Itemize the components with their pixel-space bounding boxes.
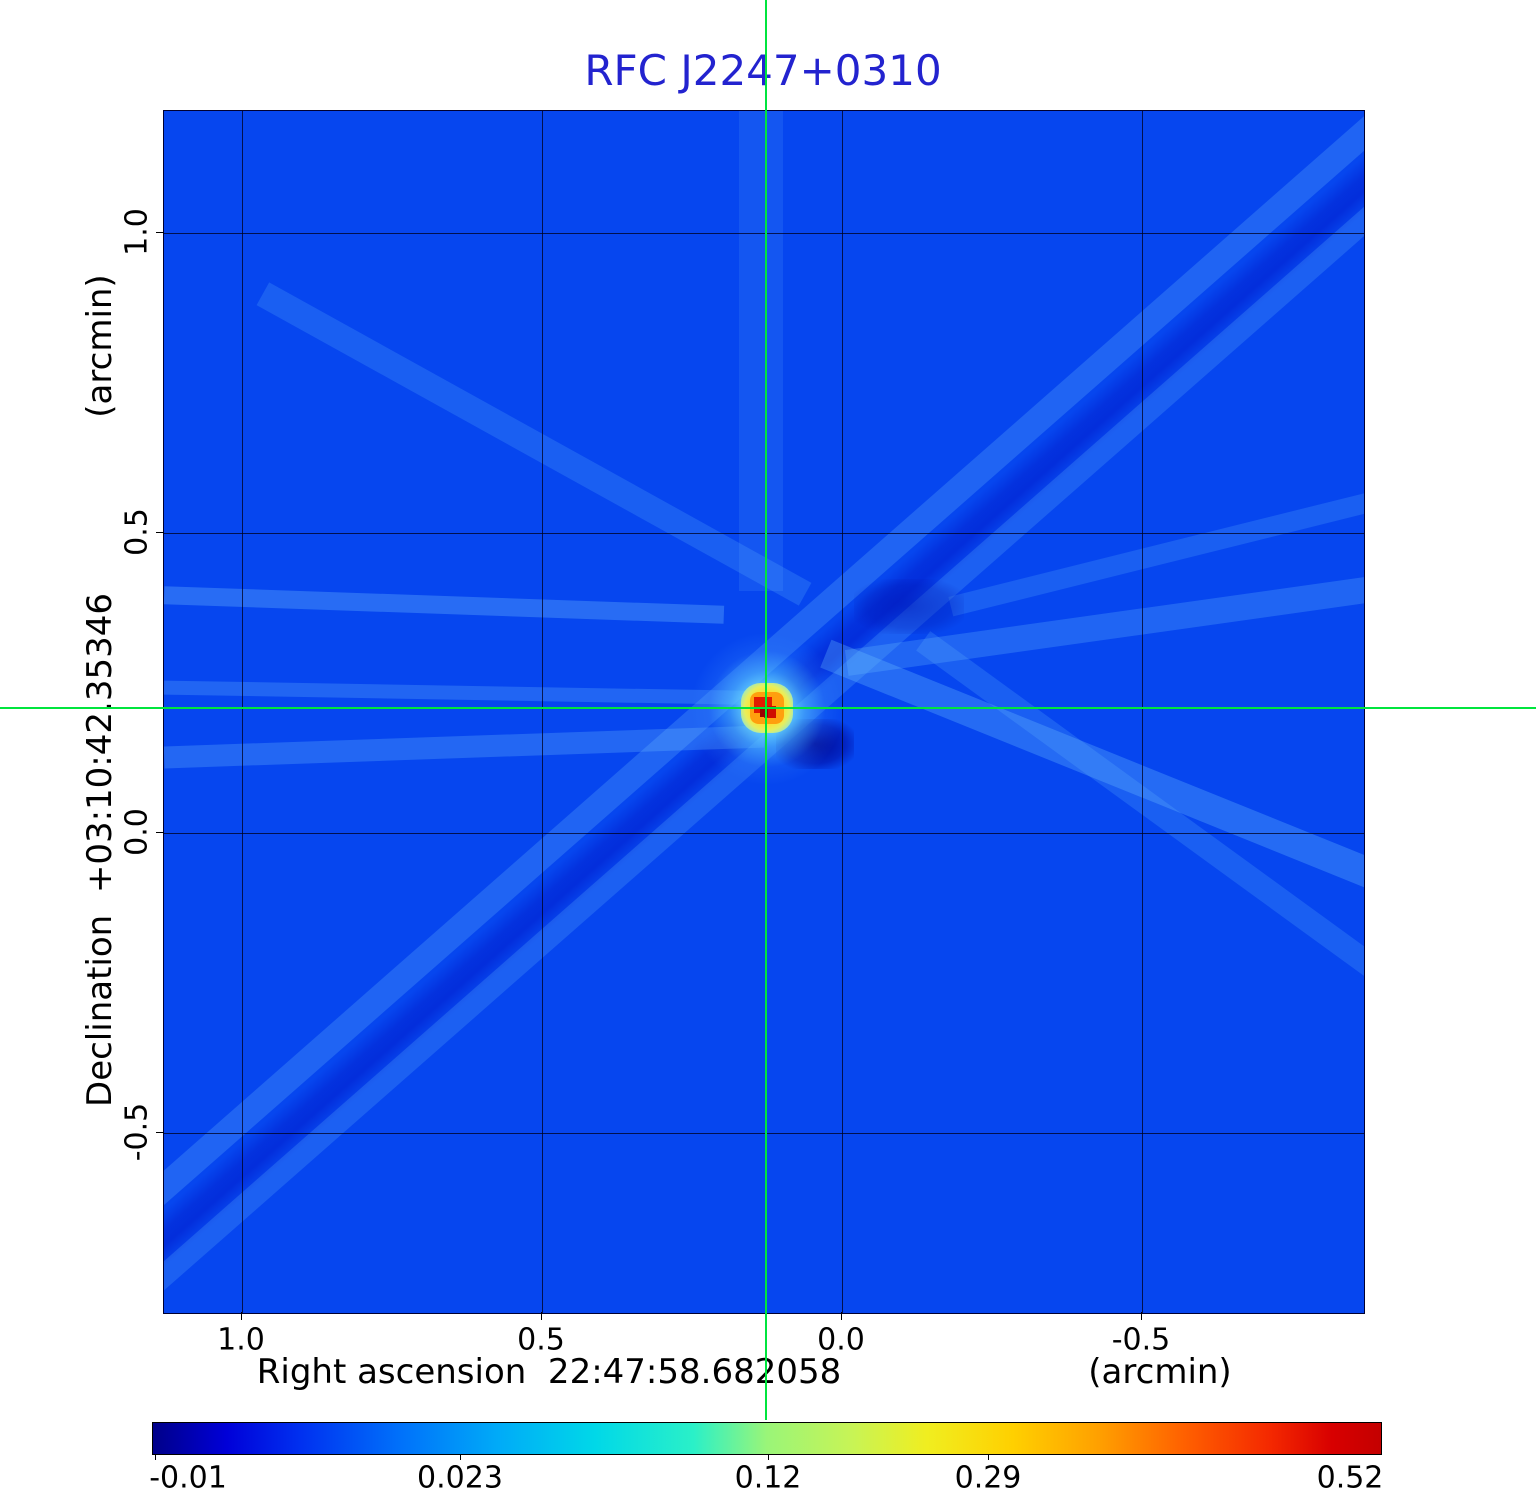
x-axis-tick xyxy=(1141,1312,1142,1320)
source-peak xyxy=(754,697,772,713)
x-axis-unit-label: (arcmin) xyxy=(1088,1352,1232,1392)
sidelobe-streak xyxy=(164,111,1364,1295)
y-axis-label: Declination +03:10:42.35346 xyxy=(80,593,120,1107)
y-tick-label: 0.5 xyxy=(119,508,155,556)
x-axis-tick xyxy=(841,1312,842,1320)
sidelobe-streak xyxy=(739,111,783,591)
colorbar-label: 0.29 xyxy=(954,1460,1022,1496)
x-tick-label: 1.0 xyxy=(217,1322,265,1358)
colorbar-tick xyxy=(155,1454,156,1460)
colorbar-label: 0.12 xyxy=(734,1460,802,1496)
x-axis-tick xyxy=(541,1312,542,1320)
sidelobe-streak xyxy=(164,586,725,624)
colorbar-tick xyxy=(988,1454,989,1460)
x-tick-label: -0.5 xyxy=(1111,1322,1171,1358)
colorbar-tick xyxy=(768,1454,769,1460)
y-tick-label: 0.0 xyxy=(119,808,155,856)
x-axis-label: Right ascension 22:47:58.682058 xyxy=(256,1352,842,1392)
colorbar-label: 0.023 xyxy=(417,1460,503,1496)
crosshair-horizontal-line xyxy=(0,707,1536,709)
y-tick-label: -0.5 xyxy=(119,1102,155,1162)
colorbar-tick xyxy=(460,1454,461,1460)
sidelobe-streak xyxy=(164,725,765,769)
y-axis-tick xyxy=(156,832,164,833)
figure-title: RFC J2247+0310 xyxy=(584,46,942,95)
crosshair-vertical-line xyxy=(765,0,767,1420)
source-halo xyxy=(692,634,842,784)
sidelobe-streak xyxy=(948,485,1364,617)
sidelobe-streak xyxy=(916,631,1364,1015)
colorbar-label: -0.01 xyxy=(149,1460,227,1496)
grid-line-horizontal xyxy=(164,533,1364,534)
colorbar-label: 0.52 xyxy=(1316,1460,1384,1496)
y-axis-unit-label: (arcmin) xyxy=(80,274,120,418)
y-axis-tick xyxy=(156,1132,164,1133)
grid-line-horizontal xyxy=(164,833,1364,834)
negative-sidelobe-patch xyxy=(854,579,964,634)
y-axis-tick xyxy=(156,532,164,533)
sidelobe-streak xyxy=(820,639,1364,893)
colorbar xyxy=(152,1422,1382,1455)
sidelobe-streak xyxy=(844,572,1364,676)
sidelobe-streak xyxy=(256,282,812,606)
sidelobe-streak xyxy=(164,680,785,706)
x-tick-label: 0.0 xyxy=(817,1322,865,1358)
grid-line-horizontal xyxy=(164,1133,1364,1134)
grid-line-horizontal xyxy=(164,233,1364,234)
y-tick-label: 1.0 xyxy=(119,208,155,256)
plot-area xyxy=(163,110,1365,1314)
x-tick-label: 0.5 xyxy=(517,1322,565,1358)
x-axis-tick xyxy=(241,1312,242,1320)
y-axis-tick xyxy=(156,232,164,233)
